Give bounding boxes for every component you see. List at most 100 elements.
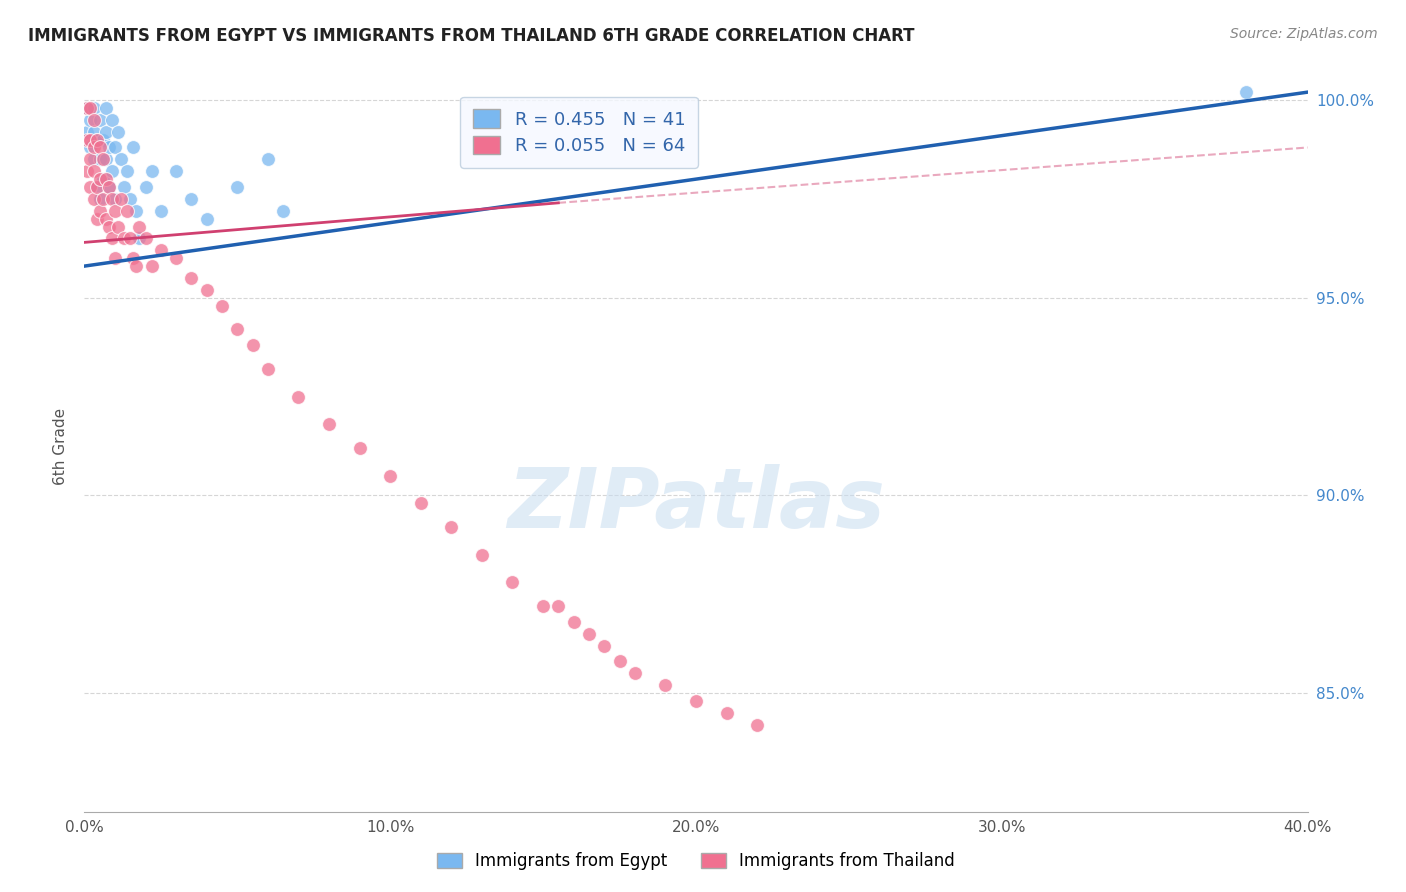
Point — [86, 180, 108, 194]
Point — [83, 164, 105, 178]
Point — [94, 211, 117, 226]
Point — [91, 132, 114, 146]
Point — [115, 164, 138, 178]
Point — [141, 164, 163, 178]
Point — [242, 338, 264, 352]
Point — [94, 125, 117, 139]
Y-axis label: 6th Grade: 6th Grade — [53, 408, 69, 484]
Point — [257, 153, 280, 167]
Point — [76, 164, 98, 178]
Point — [89, 140, 111, 154]
Point — [122, 251, 145, 265]
Point — [76, 101, 98, 115]
Point — [83, 125, 105, 139]
Point — [149, 203, 172, 218]
Point — [609, 655, 631, 669]
Point — [91, 172, 114, 186]
Point — [101, 112, 124, 127]
Point — [440, 520, 463, 534]
Point — [79, 132, 101, 146]
Point — [318, 417, 340, 432]
Point — [654, 678, 676, 692]
Point — [716, 706, 738, 720]
Point — [97, 219, 120, 234]
Point — [83, 112, 105, 127]
Point — [97, 140, 120, 154]
Point — [685, 694, 707, 708]
Point — [76, 101, 98, 115]
Point — [94, 153, 117, 167]
Point — [593, 639, 616, 653]
Point — [86, 132, 108, 146]
Point — [101, 192, 124, 206]
Point — [165, 164, 187, 178]
Point — [79, 153, 101, 167]
Point — [271, 203, 294, 218]
Point — [380, 468, 402, 483]
Point — [91, 192, 114, 206]
Point — [578, 627, 600, 641]
Point — [287, 390, 309, 404]
Point — [86, 132, 108, 146]
Point — [83, 153, 105, 167]
Point — [502, 575, 524, 590]
Point — [104, 192, 127, 206]
Point — [562, 615, 585, 629]
Point — [89, 112, 111, 127]
Point — [120, 192, 142, 206]
Point — [83, 192, 105, 206]
Point — [349, 441, 371, 455]
Point — [97, 180, 120, 194]
Point — [149, 244, 172, 258]
Point — [531, 599, 554, 614]
Point — [747, 717, 769, 731]
Point — [76, 132, 98, 146]
Point — [257, 362, 280, 376]
Point — [120, 231, 142, 245]
Point — [101, 231, 124, 245]
Point — [86, 180, 108, 194]
Point — [89, 153, 111, 167]
Point — [107, 219, 129, 234]
Point — [122, 140, 145, 154]
Point — [97, 180, 120, 194]
Point — [180, 271, 202, 285]
Point — [226, 180, 249, 194]
Point — [110, 153, 132, 167]
Point — [83, 140, 105, 154]
Point — [79, 140, 101, 154]
Point — [91, 153, 114, 167]
Text: Source: ZipAtlas.com: Source: ZipAtlas.com — [1230, 27, 1378, 41]
Point — [125, 259, 148, 273]
Point — [195, 211, 218, 226]
Point — [226, 322, 249, 336]
Point — [195, 283, 218, 297]
Point — [89, 172, 111, 186]
Point — [624, 666, 647, 681]
Point — [94, 101, 117, 115]
Point — [128, 219, 150, 234]
Point — [101, 164, 124, 178]
Point — [89, 192, 111, 206]
Point — [547, 599, 569, 614]
Point — [104, 251, 127, 265]
Point — [141, 259, 163, 273]
Point — [135, 231, 157, 245]
Point — [471, 548, 494, 562]
Point — [94, 172, 117, 186]
Point — [79, 101, 101, 115]
Point — [125, 203, 148, 218]
Point — [107, 125, 129, 139]
Legend: Immigrants from Egypt, Immigrants from Thailand: Immigrants from Egypt, Immigrants from T… — [430, 846, 962, 877]
Point — [110, 192, 132, 206]
Text: IMMIGRANTS FROM EGYPT VS IMMIGRANTS FROM THAILAND 6TH GRADE CORRELATION CHART: IMMIGRANTS FROM EGYPT VS IMMIGRANTS FROM… — [28, 27, 915, 45]
Point — [135, 180, 157, 194]
Point — [211, 299, 233, 313]
Point — [79, 112, 101, 127]
Text: ZIPatlas: ZIPatlas — [508, 464, 884, 545]
Point — [83, 101, 105, 115]
Point — [180, 192, 202, 206]
Point — [128, 231, 150, 245]
Point — [86, 211, 108, 226]
Point — [104, 140, 127, 154]
